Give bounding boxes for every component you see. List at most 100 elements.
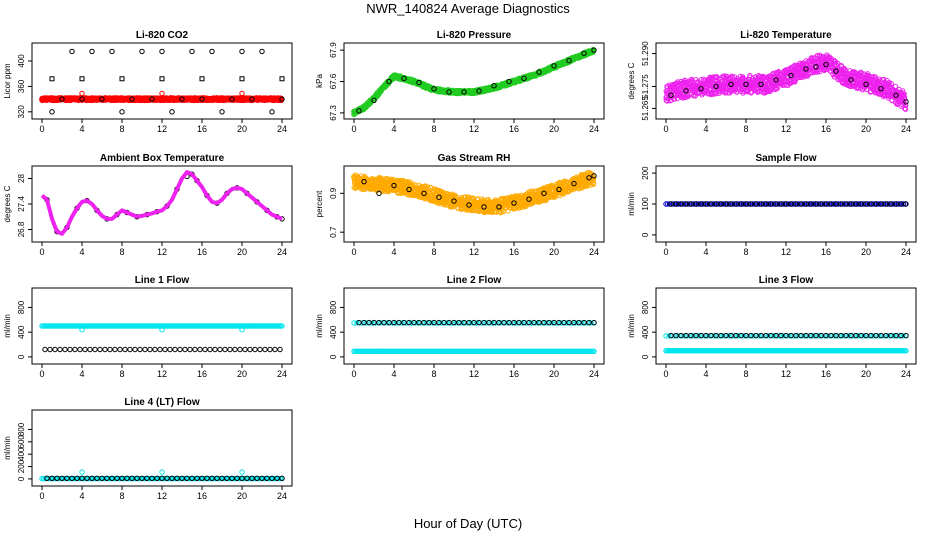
data-point	[267, 346, 273, 353]
data-point	[112, 346, 118, 353]
data-point	[137, 346, 143, 353]
data-points	[663, 52, 909, 112]
x-tick-label: 4	[703, 247, 708, 257]
data-point	[72, 346, 78, 353]
x-tick-label: 0	[39, 369, 44, 379]
data-point	[89, 48, 95, 55]
data-point	[119, 109, 125, 115]
data-point	[129, 96, 135, 102]
y-tick-label: 100	[641, 197, 650, 211]
x-tick-label: 0	[663, 124, 668, 134]
data-point	[199, 96, 205, 102]
x-tick-label: 0	[39, 124, 44, 134]
y-tick-label: 67.6	[329, 73, 338, 89]
x-tick-label: 12	[157, 124, 167, 134]
data-point	[506, 78, 512, 85]
x-tick-label: 12	[157, 247, 167, 257]
x-tick-label: 16	[509, 247, 519, 257]
x-tick-label: 20	[861, 124, 871, 134]
x-tick-label: 20	[237, 247, 247, 257]
data-point	[117, 346, 123, 353]
x-tick-label: 4	[703, 124, 708, 134]
x-tick-label: 20	[237, 124, 247, 134]
x-tick-label: 20	[549, 247, 559, 257]
x-tick-label: 0	[351, 247, 356, 257]
x-tick-label: 0	[663, 247, 668, 257]
x-tick-label: 12	[781, 124, 791, 134]
data-point	[277, 346, 283, 353]
x-tick-label: 4	[79, 124, 84, 134]
data-point	[192, 346, 198, 353]
y-tick-label: 0.7	[329, 226, 338, 238]
y-tick-label: 27.4	[17, 196, 26, 212]
data-point	[431, 86, 437, 92]
data-point	[169, 109, 175, 115]
x-tick-label: 8	[743, 124, 748, 134]
x-tick-label: 4	[391, 247, 396, 257]
data-point	[217, 346, 223, 353]
data-point	[179, 96, 185, 102]
data-point	[147, 346, 153, 353]
data-point	[476, 88, 482, 94]
y-tick-label: 28	[17, 174, 26, 183]
panel-title: Ambient Box Temperature	[100, 153, 225, 164]
data-point	[177, 346, 183, 353]
data-point	[182, 346, 188, 353]
data-point	[227, 346, 233, 353]
data-point	[242, 346, 248, 353]
data-point	[386, 78, 392, 85]
data-point	[67, 346, 73, 353]
panel-title: Gas Stream RH	[438, 153, 511, 164]
x-tick-label: 16	[197, 247, 207, 257]
data-point	[47, 346, 53, 353]
x-tick-label: 4	[391, 124, 396, 134]
data-point	[259, 48, 265, 55]
x-tick-label: 24	[277, 369, 287, 379]
data-point	[219, 109, 225, 115]
panel-title: Line 1 Flow	[135, 275, 190, 286]
data-point	[279, 96, 285, 102]
data-point	[189, 48, 195, 55]
data-point	[401, 75, 407, 82]
data-point	[229, 96, 235, 102]
data-point	[232, 346, 238, 353]
data-point	[159, 48, 165, 55]
data-point	[79, 76, 85, 82]
data-point	[187, 346, 193, 353]
data-point	[197, 346, 203, 353]
data-point	[269, 109, 275, 115]
data-point	[119, 76, 125, 82]
data-point	[142, 346, 148, 353]
y-tick-label: 51.275	[641, 74, 650, 99]
data-points	[351, 169, 597, 216]
data-point	[82, 346, 88, 353]
y-axis-label: percent	[315, 190, 324, 217]
y-axis-label: ml/min	[627, 192, 636, 216]
data-point	[199, 76, 205, 82]
data-point	[79, 90, 85, 97]
y-tick-label: 360	[17, 79, 26, 93]
data-point	[92, 346, 98, 353]
data-point	[249, 96, 255, 102]
y-tick-label: 67.9	[329, 42, 338, 58]
x-tick-label: 20	[549, 124, 559, 134]
data-point	[52, 346, 58, 353]
y-axis-label: kPa	[315, 74, 324, 88]
data-point	[257, 346, 263, 353]
x-tick-label: 20	[237, 369, 247, 379]
data-points	[663, 201, 909, 207]
x-tick-label: 12	[469, 124, 479, 134]
data-point	[57, 346, 63, 353]
data-point	[247, 346, 253, 353]
y-tick-label: 0	[641, 232, 650, 237]
x-tick-label: 8	[119, 369, 124, 379]
data-point	[69, 48, 75, 55]
x-tick-label: 16	[821, 247, 831, 257]
data-point	[149, 96, 155, 102]
x-tick-label: 20	[861, 247, 871, 257]
